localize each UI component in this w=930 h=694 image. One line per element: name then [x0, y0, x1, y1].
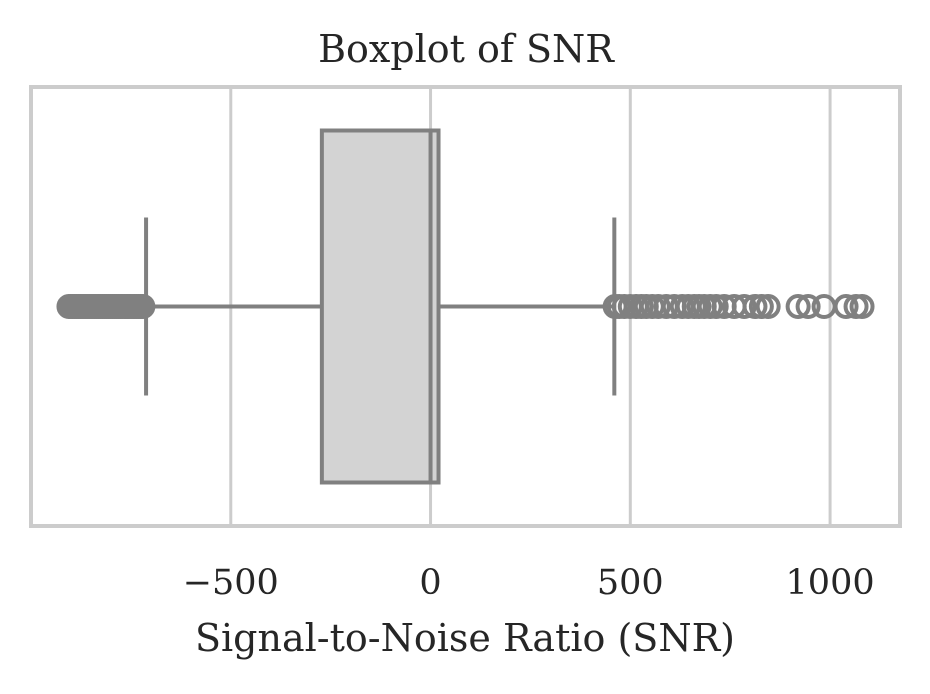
outlier-point [849, 294, 875, 319]
outlier-point [130, 294, 156, 319]
x-tick-label: −500 [183, 563, 279, 603]
outlier-point [703, 294, 729, 319]
boxplot [56, 128, 875, 485]
outlier-point [731, 294, 757, 319]
outlier-point [645, 294, 671, 319]
x-tick-label: 1000 [786, 563, 875, 603]
outlier-point [755, 294, 781, 319]
x-tick-label: 0 [419, 563, 441, 603]
outlier-point [785, 294, 811, 319]
chart-title: Boxplot of SNR [318, 27, 615, 71]
outlier-point [833, 294, 859, 319]
plot-frame [29, 85, 902, 528]
outlier-point [795, 294, 821, 319]
iqr-box [319, 128, 441, 485]
x-axis-label: Signal-to-Noise Ratio (SNR) [195, 616, 735, 660]
outlier-point [748, 294, 774, 319]
x-tick-label: 500 [597, 563, 664, 603]
x-axis-ticks: −500 0 500 1000 [183, 563, 875, 603]
